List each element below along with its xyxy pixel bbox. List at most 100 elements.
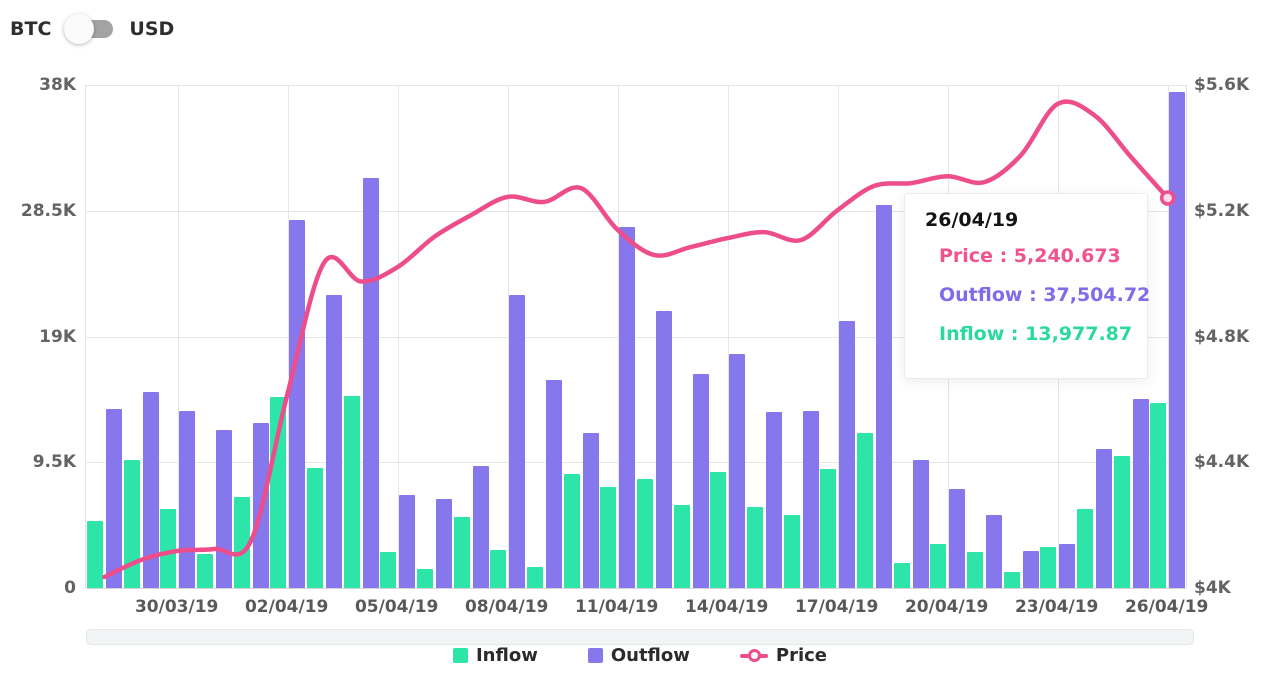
outflow-bar[interactable] bbox=[399, 495, 416, 588]
inflow-bar[interactable] bbox=[526, 566, 543, 588]
outflow-bar[interactable] bbox=[875, 205, 892, 588]
inflow-bar[interactable] bbox=[856, 433, 873, 588]
inflow-bar[interactable] bbox=[893, 562, 910, 588]
inflow-bar[interactable] bbox=[380, 552, 397, 588]
inflow-bar[interactable] bbox=[123, 459, 140, 588]
price-point-marker[interactable] bbox=[1159, 190, 1176, 206]
day-group bbox=[489, 85, 526, 588]
day-group bbox=[1039, 85, 1076, 588]
inflow-bar[interactable] bbox=[160, 508, 177, 588]
right-y-tick: $4.8K bbox=[1194, 326, 1250, 347]
legend-item-outflow[interactable]: Outflow bbox=[587, 645, 690, 666]
chart-scrollbar[interactable] bbox=[86, 629, 1194, 645]
plot-area: 26/04/19 Price : 5,240.673 Outflow : 37,… bbox=[85, 85, 1187, 589]
outflow-bar[interactable] bbox=[655, 311, 672, 588]
inflow-bar[interactable] bbox=[1113, 455, 1130, 588]
inflow-bar[interactable] bbox=[306, 467, 323, 588]
tooltip-inflow-label: Inflow bbox=[939, 323, 1005, 345]
inflow-bar[interactable] bbox=[746, 507, 763, 588]
inflow-bar[interactable] bbox=[416, 569, 433, 588]
x-axis-tick: 30/03/19 bbox=[134, 597, 219, 617]
inflow-bar[interactable] bbox=[196, 553, 213, 588]
legend-item-inflow[interactable]: Inflow bbox=[452, 645, 538, 666]
inflow-bar[interactable] bbox=[1003, 572, 1020, 588]
outflow-bar[interactable] bbox=[142, 392, 159, 588]
x-axis-tick: 08/04/19 bbox=[464, 597, 549, 617]
left-y-axis: 38K 28.5K 19K 9.5K 0 bbox=[0, 0, 76, 673]
v-gridline bbox=[1167, 85, 1169, 588]
tooltip-inflow-row: Inflow : 13,977.87 bbox=[939, 323, 1133, 345]
outflow-bar[interactable] bbox=[289, 220, 306, 588]
day-group bbox=[453, 85, 490, 588]
outflow-bar[interactable] bbox=[912, 459, 929, 588]
outflow-bar[interactable] bbox=[1095, 449, 1112, 588]
usd-label[interactable]: USD bbox=[129, 18, 175, 40]
left-y-tick: 28.5K bbox=[20, 200, 76, 221]
inflow-bar[interactable] bbox=[600, 487, 617, 588]
legend-item-price[interactable]: Price bbox=[739, 645, 827, 666]
chart-legend: Inflow Outflow Price bbox=[0, 645, 1280, 666]
v-gridline bbox=[837, 85, 839, 588]
outflow-bar[interactable] bbox=[325, 295, 342, 588]
day-group bbox=[636, 85, 673, 588]
outflow-bar[interactable] bbox=[692, 373, 709, 588]
outflow-bar[interactable] bbox=[179, 410, 196, 588]
right-y-tick: $4K bbox=[1194, 578, 1231, 598]
outflow-bar[interactable] bbox=[1169, 91, 1186, 588]
outflow-bar[interactable] bbox=[985, 515, 1002, 588]
outflow-bar[interactable] bbox=[802, 410, 819, 588]
outflow-bar[interactable] bbox=[1059, 544, 1076, 588]
currency-toggle-switch[interactable] bbox=[64, 14, 114, 44]
inflow-bar[interactable] bbox=[86, 520, 103, 588]
outflow-bar[interactable] bbox=[545, 380, 562, 588]
day-group bbox=[783, 85, 820, 588]
day-group bbox=[563, 85, 600, 588]
outflow-bar[interactable] bbox=[582, 433, 599, 588]
inflow-bar[interactable] bbox=[966, 552, 983, 588]
inflow-bar[interactable] bbox=[453, 516, 470, 588]
day-group bbox=[416, 85, 453, 588]
outflow-bar[interactable] bbox=[619, 226, 636, 588]
day-group bbox=[893, 85, 930, 588]
x-axis-tick: 11/04/19 bbox=[574, 597, 659, 617]
outflow-bar[interactable] bbox=[509, 295, 526, 588]
x-axis-tick: 26/04/19 bbox=[1124, 597, 1209, 617]
inflow-bar[interactable] bbox=[1040, 546, 1057, 588]
x-axis-tick: 20/04/19 bbox=[904, 597, 989, 617]
tooltip-outflow-row: Outflow : 37,504.72 bbox=[939, 284, 1151, 306]
outflow-bar[interactable] bbox=[435, 499, 452, 588]
outflow-bar[interactable] bbox=[949, 488, 966, 588]
inflow-bar[interactable] bbox=[563, 474, 580, 588]
inflow-bar[interactable] bbox=[636, 479, 653, 588]
inflow-bar[interactable] bbox=[783, 515, 800, 588]
inflow-bar[interactable] bbox=[343, 396, 360, 588]
btc-label[interactable]: BTC bbox=[10, 18, 52, 40]
inflow-bar[interactable] bbox=[930, 544, 947, 588]
bars-layer bbox=[86, 85, 1186, 588]
price-line-layer bbox=[102, 99, 1176, 580]
outflow-bar[interactable] bbox=[729, 353, 746, 588]
outflow-bar[interactable] bbox=[839, 320, 856, 588]
inflow-bar[interactable] bbox=[1150, 402, 1167, 588]
outflow-bar[interactable] bbox=[472, 466, 489, 588]
day-group bbox=[929, 85, 966, 588]
outflow-bar[interactable] bbox=[105, 409, 122, 588]
inflow-bar[interactable] bbox=[820, 468, 837, 588]
x-axis-tick: 17/04/19 bbox=[794, 597, 879, 617]
left-y-tick: 0 bbox=[64, 578, 76, 598]
toggle-knob[interactable] bbox=[64, 14, 95, 44]
left-y-tick: 9.5K bbox=[32, 452, 76, 473]
inflow-bar[interactable] bbox=[233, 496, 250, 588]
inflow-bar[interactable] bbox=[1076, 508, 1093, 588]
day-group bbox=[709, 85, 746, 588]
outflow-bar[interactable] bbox=[765, 411, 782, 588]
h-gridline bbox=[86, 336, 1186, 338]
left-y-tick: 19K bbox=[39, 326, 76, 347]
outflow-bar[interactable] bbox=[1022, 550, 1039, 588]
inflow-bar[interactable] bbox=[710, 471, 727, 588]
inflow-bar[interactable] bbox=[673, 504, 690, 588]
chart-tooltip: 26/04/19 Price : 5,240.673 Outflow : 37,… bbox=[904, 193, 1151, 379]
outflow-bar[interactable] bbox=[1132, 398, 1149, 588]
inflow-bar[interactable] bbox=[490, 549, 507, 588]
